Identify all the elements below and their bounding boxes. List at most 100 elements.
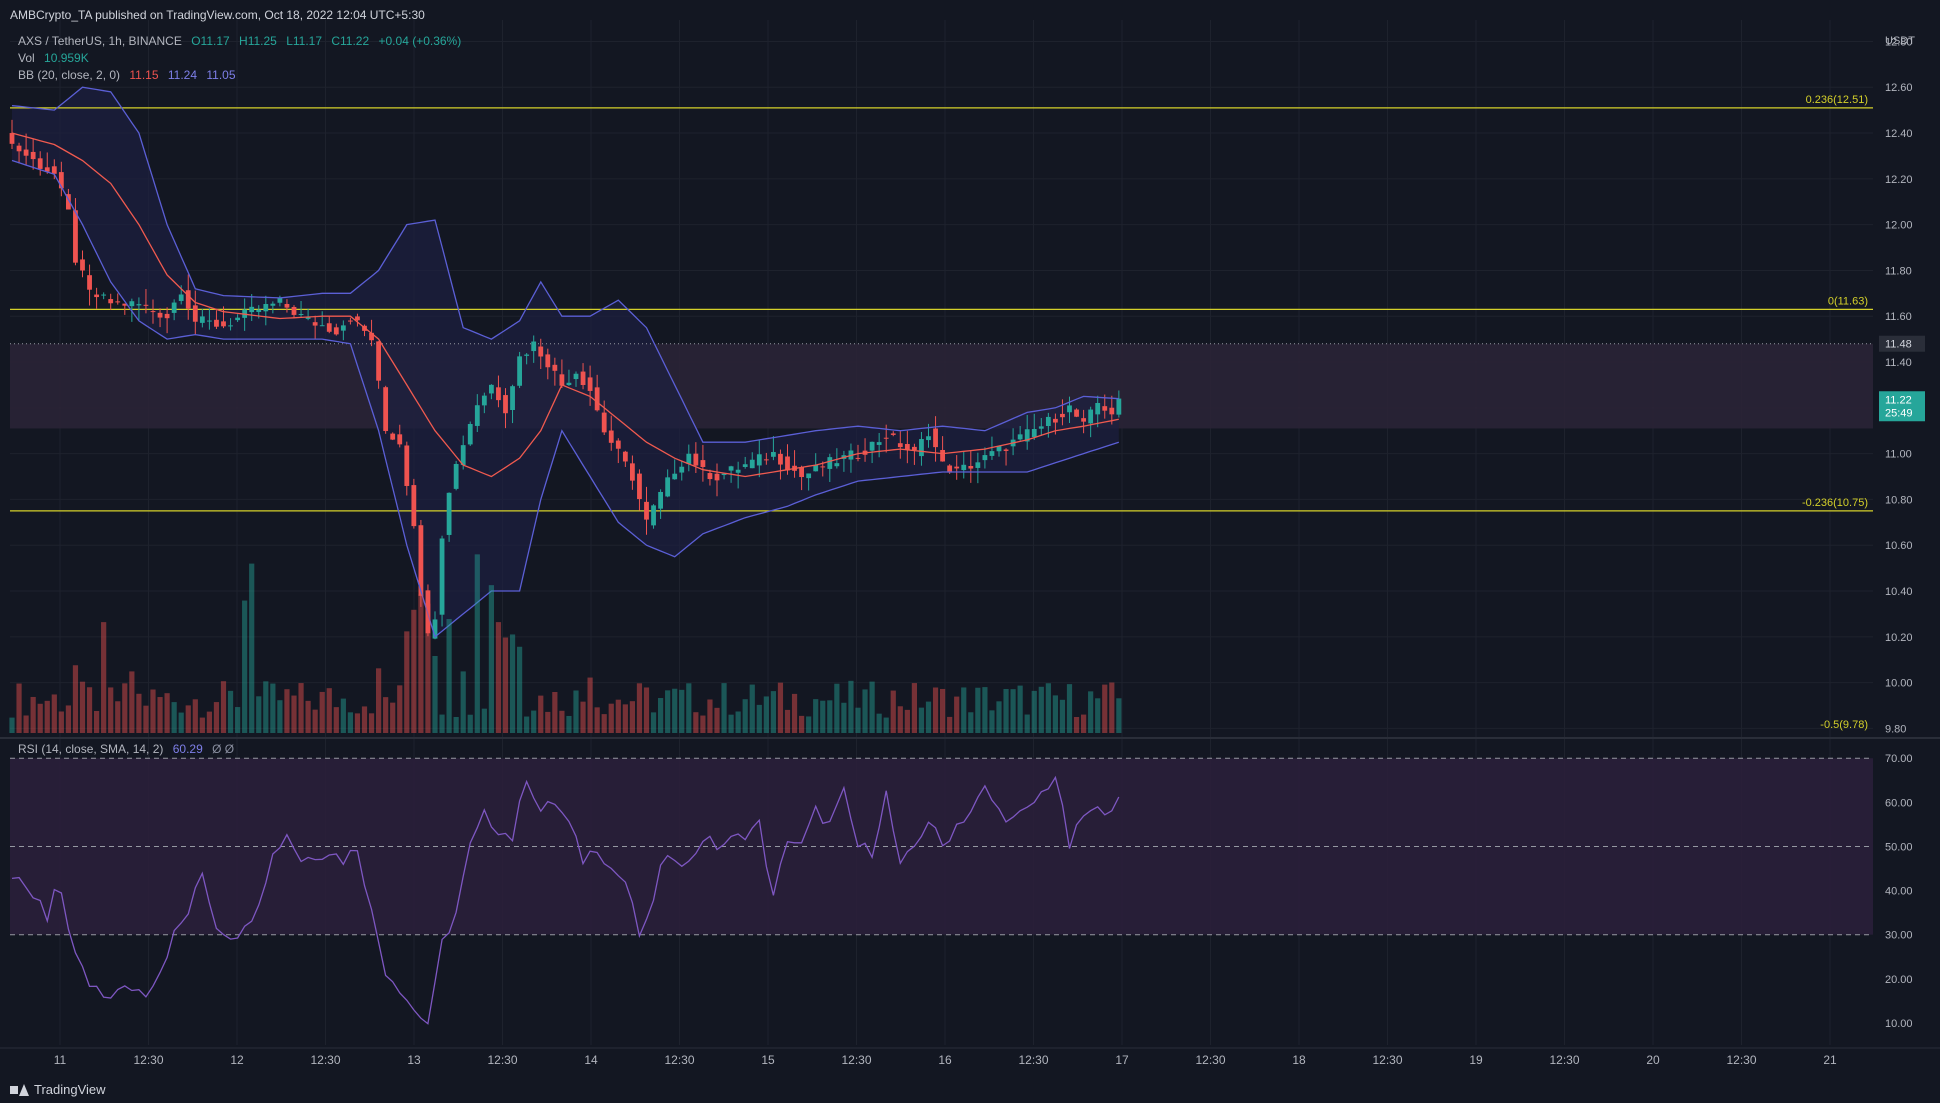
candle-body <box>411 485 417 527</box>
candle-body <box>425 590 431 634</box>
candle-body <box>305 317 311 319</box>
volume-bar <box>284 689 290 733</box>
time-tick-label: 20 <box>1646 1053 1660 1067</box>
candle-body <box>573 373 579 380</box>
volume-bar <box>954 696 960 733</box>
candle-body <box>44 167 50 172</box>
candle-body <box>143 304 149 306</box>
candle-body <box>73 210 78 263</box>
volume-bar <box>319 691 325 733</box>
price-tick-label: 10.40 <box>1885 586 1913 598</box>
volume-bar <box>911 683 917 733</box>
price-tick-label: 12.00 <box>1885 220 1913 232</box>
price-tick-label: 12.20 <box>1885 174 1913 186</box>
candle-body <box>531 341 537 352</box>
volume-bar <box>72 665 79 733</box>
volume-bar <box>686 683 692 733</box>
volume-bar <box>1109 682 1115 733</box>
candle-body <box>192 305 198 322</box>
time-tick-label: 12:30 <box>1195 1053 1225 1067</box>
volume-bar <box>707 699 713 733</box>
volume-bar <box>679 689 685 733</box>
volume-bar <box>806 716 812 733</box>
volume-bar <box>199 717 205 733</box>
candle-body <box>418 525 424 596</box>
candle-body <box>136 304 142 306</box>
candle-body <box>679 466 685 473</box>
candle-body <box>904 444 910 450</box>
volume-bar <box>721 683 727 733</box>
volume-legend[interactable]: Vol 10.959K <box>18 51 95 65</box>
volume-bar <box>559 710 565 733</box>
time-tick-label: 16 <box>938 1053 952 1067</box>
candle-body <box>1074 409 1079 417</box>
bb-upper-value: 11.24 <box>167 68 198 82</box>
tradingview-footer[interactable]: TradingView <box>10 1082 106 1097</box>
candle-body <box>517 356 522 386</box>
ohlc-change: +0.04 (+0.36%) <box>378 34 462 48</box>
candle-body <box>9 133 15 144</box>
volume-bar <box>672 688 678 733</box>
candle-body <box>1088 409 1094 424</box>
volume-bar <box>756 704 762 733</box>
candle-body <box>665 477 671 497</box>
volume-bar <box>340 698 346 733</box>
time-tick-label: 15 <box>761 1053 775 1067</box>
candle-body <box>580 371 586 386</box>
fib-level-label: 0(11.63) <box>1828 295 1868 307</box>
volume-bar <box>1024 714 1030 733</box>
rsi-tick-label: 10.00 <box>1885 1018 1913 1030</box>
volume-bar <box>446 619 452 733</box>
volume-bar <box>242 600 248 733</box>
volume-bar <box>580 701 586 733</box>
candle-body <box>545 354 551 368</box>
candle-body <box>644 501 649 520</box>
candle-body <box>270 303 276 306</box>
candle-body <box>129 301 135 307</box>
candle-body <box>277 297 283 303</box>
bollinger-legend[interactable]: BB (20, close, 2, 0) 11.15 11.24 11.05 <box>18 68 242 82</box>
volume-bar <box>1017 685 1023 733</box>
volume-bar <box>1073 716 1080 733</box>
candle-body <box>785 456 790 471</box>
volume-bar <box>700 715 706 733</box>
candle-body <box>827 457 833 469</box>
volume-bar <box>587 677 593 733</box>
countdown-label: 25:49 <box>1885 407 1913 419</box>
volume-bar <box>742 699 748 733</box>
rsi-value: 60.29 <box>172 742 203 756</box>
volume-bar <box>227 690 234 733</box>
candle-body <box>467 423 473 445</box>
candle-body <box>1060 413 1065 418</box>
candle-body <box>954 466 960 469</box>
candle-body <box>376 341 381 381</box>
candle-body <box>763 459 769 461</box>
candle-body <box>630 463 635 481</box>
candle-body <box>122 303 128 306</box>
bb-basis-value: 11.15 <box>129 68 159 82</box>
bb-upper-line <box>11 86 1119 443</box>
symbol-legend[interactable]: AXS / TetherUS, 1h, BINANCE O11.17 H11.2… <box>18 34 467 48</box>
dotted-level-badge <box>1879 335 1925 352</box>
rsi-tick-label: 60.00 <box>1885 797 1913 809</box>
volume-bar <box>404 631 410 733</box>
candle-body <box>157 312 163 318</box>
publish-header: AMBCrypto_TA published on TradingView.co… <box>10 8 425 22</box>
volume-bar <box>368 713 375 733</box>
candle-body <box>672 473 678 480</box>
candle-body <box>637 473 642 500</box>
volume-bar <box>390 702 396 733</box>
time-tick-label: 12:30 <box>1372 1053 1402 1067</box>
candle-body <box>1053 418 1058 423</box>
volume-bar <box>171 702 177 733</box>
candle-body <box>312 322 318 326</box>
volume-bar <box>9 717 15 733</box>
volume-bar <box>855 707 861 733</box>
candle-body <box>608 430 614 443</box>
price-tick-label: 11.80 <box>1885 265 1912 277</box>
rsi-legend[interactable]: RSI (14, close, SMA, 14, 2) 60.29 Ø Ø <box>18 742 240 756</box>
candle-body <box>115 301 121 303</box>
volume-bar <box>51 694 57 733</box>
volume-bar <box>129 671 135 733</box>
